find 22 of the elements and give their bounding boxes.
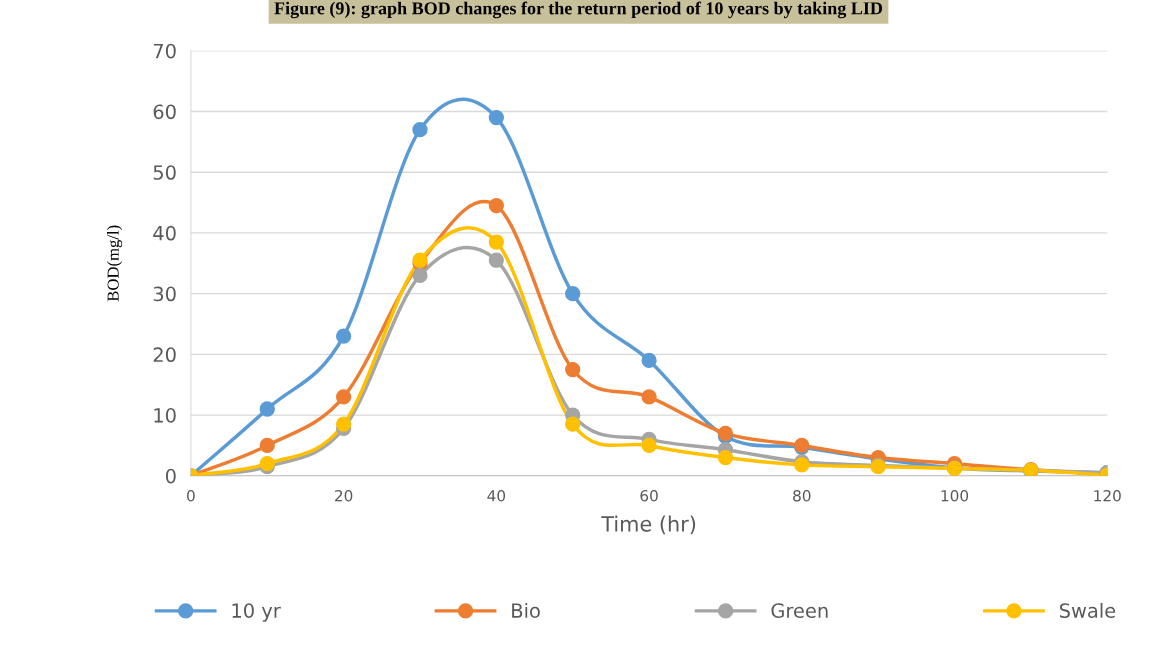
y-tick-label: 0	[165, 468, 176, 484]
x-tick-label: 60	[640, 489, 658, 502]
y-tick-label: 60	[153, 104, 176, 120]
x-tick-label: 80	[793, 489, 811, 502]
legend-label: Green	[771, 603, 828, 618]
y-tick-label: 70	[153, 43, 176, 59]
y-tick-label: 10	[154, 408, 176, 423]
x-tick-label: 120	[1094, 489, 1121, 502]
chart-title: Figure (9): graph BOD changes for the return period of 10 years by taking LID	[274, 1, 883, 19]
y-axis-title: BOD(mg/l)	[107, 225, 123, 302]
y-tick-label: 50	[153, 165, 176, 180]
y-tick-label: 20	[153, 347, 176, 363]
y-tick-label: 40	[153, 225, 176, 241]
x-tick-label: 0	[187, 489, 195, 502]
x-axis-title: Time (hr)	[601, 515, 696, 535]
y-tick-label: 30	[153, 286, 176, 302]
x-tick-label: 100	[941, 489, 969, 502]
legend-label: 10 yr	[232, 603, 281, 622]
x-tick-label: 20	[335, 489, 353, 502]
legend-label: Bio	[512, 602, 540, 618]
x-tick-label: 40	[487, 489, 506, 502]
legend-label: Swale	[1059, 602, 1116, 618]
